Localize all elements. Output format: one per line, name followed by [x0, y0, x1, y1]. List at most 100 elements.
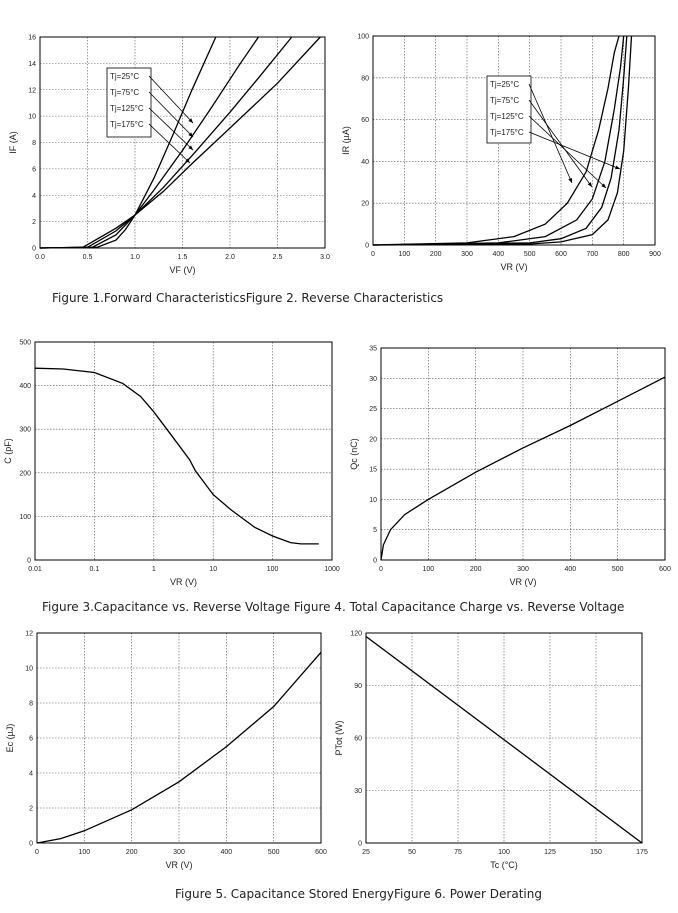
legend-arrow [148, 91, 194, 138]
y-tick-label: 6 [32, 166, 36, 173]
x-tick-label: 600 [315, 849, 327, 856]
x-tick-label: 100 [78, 849, 90, 856]
y-tick-label: 10 [369, 497, 377, 504]
series-line [39, 36, 321, 249]
y-tick-label: 25 [369, 406, 377, 413]
y-tick-label: 400 [19, 383, 31, 390]
y-tick-label: 100 [357, 34, 369, 41]
y-tick-label: 4 [29, 771, 33, 778]
arrow-head [188, 145, 193, 150]
x-tick-label: 2.0 [225, 254, 235, 261]
y-tick-label: 30 [369, 376, 377, 383]
x-axis-label: VF (V) [170, 265, 196, 275]
y-tick-label: 12 [25, 631, 33, 638]
legend-label: Tj=125°C [490, 112, 524, 121]
y-tick-label: 5 [373, 527, 377, 534]
x-axis-label: VR (V) [170, 577, 197, 587]
y-tick-label: 4 [32, 193, 36, 200]
y-tick-label: 20 [369, 436, 377, 443]
y-tick-label: 300 [19, 427, 31, 434]
legend-label: Tj=75°C [490, 96, 519, 105]
x-tick-label: 400 [492, 251, 504, 258]
y-tick-label: 6 [29, 736, 33, 743]
x-tick-label: 50 [408, 849, 416, 856]
series-line [380, 376, 666, 561]
y-tick-label: 0 [358, 841, 362, 848]
arrow-head [185, 158, 190, 163]
y-tick-label: 10 [25, 666, 33, 673]
legend-label: Tj=175°C [110, 120, 144, 129]
series-line [34, 367, 319, 545]
x-axis-label: VR (V) [501, 262, 528, 272]
legend-label: Tj=125°C [110, 104, 144, 113]
x-tick-label: 10 [209, 566, 217, 573]
x-tick-label: 200 [430, 251, 442, 258]
y-tick-label: 500 [19, 340, 31, 347]
x-tick-label: 0 [371, 251, 375, 258]
legend-label: Tj=25°C [490, 80, 519, 89]
x-tick-label: 200 [126, 849, 138, 856]
x-tick-label: 800 [618, 251, 630, 258]
x-tick-label: 500 [612, 566, 624, 573]
series-line [372, 35, 633, 246]
x-tick-label: 1 [152, 566, 156, 573]
legend-arrow [528, 131, 621, 170]
legend-arrow [528, 83, 573, 184]
x-tick-label: 100 [422, 566, 434, 573]
x-tick-label: 100 [267, 566, 279, 573]
y-axis-label: PTot (W) [334, 720, 344, 755]
y-tick-label: 2 [32, 219, 36, 226]
x-tick-label: 2.5 [273, 254, 283, 261]
x-tick-label: 0 [379, 566, 383, 573]
y-tick-label: 200 [19, 470, 31, 477]
chart: 0.01 0.1 1 10 100 1000 0 100 200 300 400 500 VR (V) C… [3, 340, 340, 588]
legend-arrow [528, 115, 607, 189]
legend-label: Tj=25°C [110, 72, 139, 81]
y-tick-label: 0 [32, 246, 36, 253]
plot-frame [34, 341, 333, 561]
y-axis-label: C (pF) [3, 438, 13, 464]
y-tick-label: 0 [27, 558, 31, 565]
x-tick-label: 0 [35, 849, 39, 856]
arrow-head [188, 132, 193, 137]
chart: 0.0 0.5 1.0 1.5 2.0 2.5 3.0 0 2 4 6 8 10 12 14 16 VF (V)… [8, 35, 330, 276]
legend-arrow [148, 75, 194, 124]
x-tick-label: 400 [220, 849, 232, 856]
arrow-head [601, 183, 606, 188]
caption: Figure 5. Capacitance Stored EnergyFigur… [175, 887, 542, 901]
y-tick-label: 2 [29, 806, 33, 813]
y-tick-label: 0 [365, 243, 369, 250]
y-tick-label: 20 [361, 201, 369, 208]
y-tick-label: 120 [350, 631, 362, 638]
x-tick-label: 600 [659, 566, 671, 573]
y-tick-label: 15 [369, 467, 377, 474]
arrow-head [615, 165, 620, 170]
y-tick-label: 35 [369, 346, 377, 353]
plot-frame [372, 35, 656, 246]
arrow-head [587, 182, 592, 187]
plot-frame [39, 36, 326, 249]
y-tick-label: 30 [354, 788, 362, 795]
x-tick-label: 25 [362, 849, 370, 856]
x-tick-label: 175 [636, 849, 648, 856]
arrow-head [188, 118, 193, 123]
x-tick-label: 1000 [324, 566, 340, 573]
y-tick-label: 100 [19, 514, 31, 521]
x-tick-label: 200 [470, 566, 482, 573]
x-tick-label: 500 [524, 251, 536, 258]
y-tick-label: 60 [354, 736, 362, 743]
x-axis-label: VR (V) [166, 860, 193, 870]
legend-label: Tj=175°C [490, 128, 524, 137]
chart: 0 100 200 300 400 500 600 0 5 10 15 20 25 30 35 VR (V) Q… [349, 346, 671, 588]
y-tick-label: 80 [361, 75, 369, 82]
x-axis-label: VR (V) [510, 577, 537, 587]
chart: 0 100 200 300 400 500 600 700 800 900 0 20 40 60 80 100… [341, 34, 661, 273]
x-tick-label: 0.5 [83, 254, 93, 261]
y-tick-label: 16 [28, 35, 36, 42]
y-axis-label: Qc (nC) [349, 438, 359, 470]
caption: Figure 3.Capacitance vs. Reverse Voltage… [42, 600, 624, 614]
y-axis-label: IR (µA) [341, 126, 351, 155]
legend-arrow [148, 123, 191, 164]
legend-box [106, 67, 152, 138]
y-tick-label: 12 [28, 87, 36, 94]
